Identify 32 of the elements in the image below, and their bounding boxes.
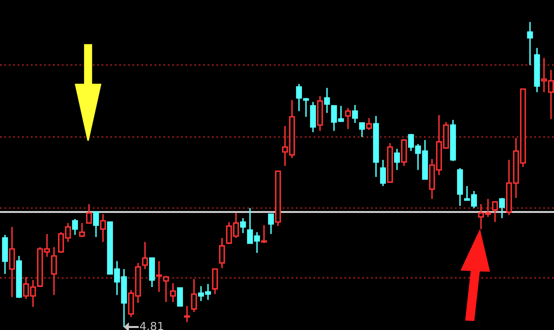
candlestick: [310, 101, 316, 133]
candlestick: [366, 117, 372, 131]
candlestick: [240, 217, 246, 234]
candlestick: [86, 203, 92, 224]
candlestick: [324, 87, 330, 114]
candlestick: [100, 213, 106, 243]
candlestick: [93, 211, 99, 238]
candlestick: [79, 222, 85, 238]
candlestick: [261, 224, 267, 244]
candlestick: [352, 104, 358, 124]
candlestick: [170, 282, 176, 303]
candlestick: [219, 237, 225, 269]
candlestick: [212, 268, 218, 295]
candlestick: [401, 138, 407, 167]
candlestick: [268, 213, 274, 235]
annotation: 4.81: [140, 322, 164, 330]
candlestick: [345, 107, 351, 130]
candlestick: [72, 218, 78, 236]
candlestick: [51, 246, 57, 296]
candlestick: [359, 122, 365, 138]
candlestick: [191, 278, 197, 313]
candlestick: [499, 197, 505, 219]
candlestick: [527, 21, 533, 66]
candlestick: [380, 159, 386, 187]
candlestick: [394, 148, 400, 171]
candlestick: [184, 305, 190, 323]
candlestick: [9, 226, 15, 298]
candlestick: [2, 234, 8, 275]
candlestick: [149, 257, 155, 288]
candlestick: [492, 200, 498, 223]
candlestick: [142, 241, 148, 270]
candlestick: [177, 287, 183, 307]
